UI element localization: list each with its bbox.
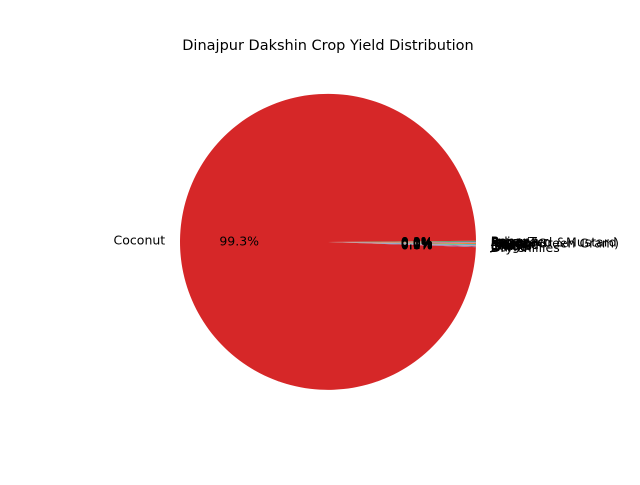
slice-label-rapeseed-mustard: Rapeseed &Mustard: [491, 235, 617, 250]
slice-label-coconut: Coconut: [114, 232, 166, 247]
chart-title: Dinajpur Dakshin Crop Yield Distribution: [182, 38, 473, 54]
slice-percent-rapeseed-mustard: 0.0%: [401, 235, 433, 250]
slice-percent-coconut: 99.3%: [219, 233, 259, 248]
